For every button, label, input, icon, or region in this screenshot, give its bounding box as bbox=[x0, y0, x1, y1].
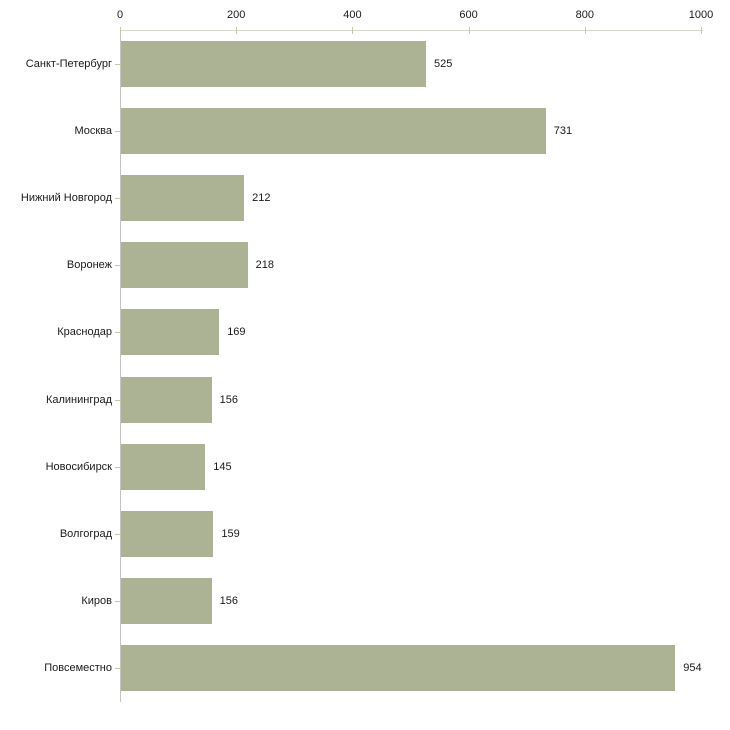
category-label: Новосибирск bbox=[45, 460, 112, 473]
x-tick-label: 600 bbox=[459, 9, 478, 21]
x-tick-label: 800 bbox=[575, 9, 594, 21]
value-label: 169 bbox=[227, 326, 246, 339]
category-label: Москва bbox=[74, 124, 112, 137]
category-label: Калининград bbox=[45, 393, 112, 406]
y-tick bbox=[115, 601, 121, 603]
x-tick bbox=[584, 27, 586, 34]
bar bbox=[121, 107, 546, 154]
x-tick-label: 400 bbox=[343, 9, 362, 21]
bar bbox=[121, 443, 206, 490]
y-tick bbox=[115, 130, 121, 132]
y-tick bbox=[115, 198, 121, 199]
value-label: 156 bbox=[219, 393, 238, 406]
value-label: 731 bbox=[553, 124, 573, 137]
bar bbox=[121, 511, 214, 557]
bar bbox=[121, 175, 245, 221]
value-label: 145 bbox=[213, 460, 232, 473]
value-label: 212 bbox=[252, 192, 271, 204]
category-label: Повсеместно bbox=[44, 662, 112, 675]
bar bbox=[121, 242, 248, 289]
y-tick bbox=[115, 466, 121, 468]
value-label: 954 bbox=[683, 662, 702, 675]
bar bbox=[121, 578, 212, 625]
category-label: Волгоград bbox=[59, 528, 112, 540]
y-axis-line bbox=[120, 30, 121, 702]
x-tick-label: 1000 bbox=[688, 9, 714, 21]
value-label: 159 bbox=[221, 528, 240, 540]
y-tick bbox=[115, 63, 121, 65]
y-tick bbox=[115, 265, 121, 267]
category-label: Нижний Новгород bbox=[20, 192, 112, 204]
x-tick bbox=[701, 27, 702, 34]
value-label: 218 bbox=[255, 259, 275, 272]
y-tick bbox=[115, 534, 121, 535]
category-label: Воронеж bbox=[66, 259, 112, 272]
y-tick bbox=[115, 332, 121, 334]
y-tick bbox=[115, 399, 121, 401]
x-tick-label: 0 bbox=[116, 9, 124, 21]
bar bbox=[121, 309, 220, 356]
bar bbox=[121, 645, 676, 692]
x-axis-line bbox=[120, 30, 703, 31]
x-tick-label: 200 bbox=[227, 9, 246, 21]
value-label: 156 bbox=[219, 595, 238, 608]
x-tick bbox=[468, 27, 470, 34]
category-label: Санкт-Петербург bbox=[25, 57, 112, 70]
category-label: Краснодар bbox=[57, 326, 112, 339]
x-tick bbox=[352, 27, 354, 34]
bar bbox=[121, 40, 427, 87]
value-label: 525 bbox=[434, 57, 453, 70]
x-tick bbox=[120, 27, 121, 34]
bar bbox=[121, 376, 212, 423]
category-label: Киров bbox=[81, 595, 112, 608]
y-tick bbox=[115, 668, 121, 670]
x-tick bbox=[236, 27, 238, 34]
